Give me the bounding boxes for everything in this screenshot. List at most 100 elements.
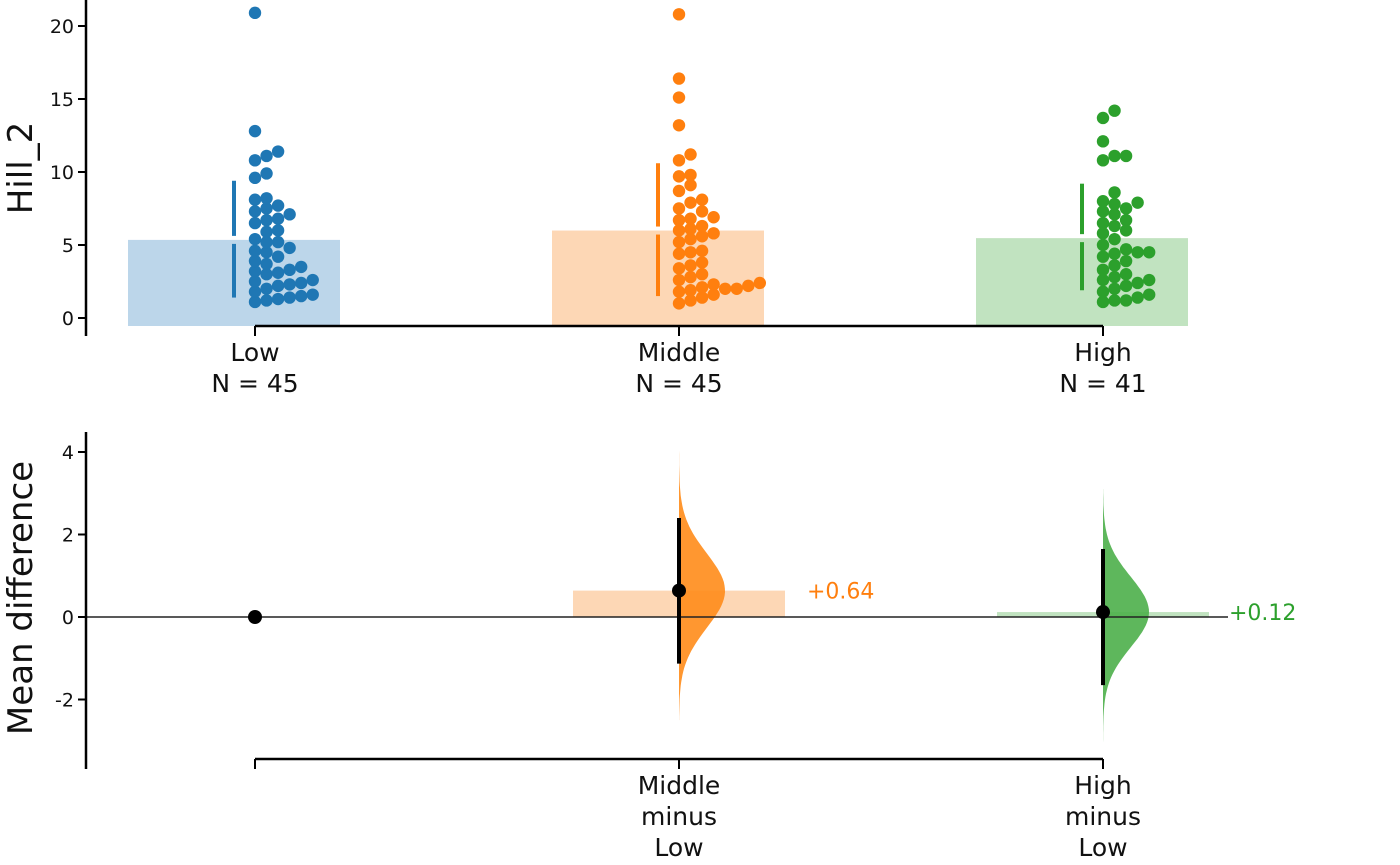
data-point-low	[271, 266, 285, 279]
data-point-low	[248, 124, 262, 138]
data-point-high	[1096, 111, 1110, 125]
data-point-high	[1131, 291, 1144, 304]
data-point-low	[248, 232, 262, 246]
data-point-low	[248, 193, 262, 206]
data-point-high	[1108, 197, 1121, 211]
data-point-low	[294, 276, 308, 290]
data-point-low	[294, 289, 308, 303]
data-point-high	[1096, 238, 1110, 252]
data-point-high	[1108, 259, 1121, 272]
data-point-high	[1096, 273, 1110, 287]
data-point-low	[260, 246, 273, 259]
data-point-low	[248, 265, 262, 278]
data-point-middle	[672, 72, 686, 85]
data-point-low	[306, 273, 319, 287]
data-point-middle	[707, 278, 720, 291]
data-point-high	[1119, 243, 1133, 256]
data-point-low	[248, 6, 262, 20]
data-point-middle	[672, 285, 686, 298]
data-point-middle	[695, 193, 709, 206]
data-point-middle	[684, 284, 697, 297]
data-point-middle	[684, 196, 697, 209]
data-point-low	[260, 202, 273, 215]
data-point-low	[260, 192, 273, 205]
data-point-low	[283, 263, 296, 277]
data-point-low	[248, 154, 262, 167]
data-point-low	[271, 224, 285, 237]
y-tick-label: 15	[50, 89, 74, 111]
bottom-y-axis: -2 0 2 4	[55, 432, 88, 769]
y-tick-label: 0	[62, 607, 74, 629]
comparison-label-line: Low	[654, 833, 703, 862]
comparison-label-line: minus	[1065, 802, 1141, 831]
data-point-middle	[684, 168, 697, 182]
comparison-label-line: Low	[1078, 833, 1127, 862]
data-point-middle	[707, 211, 720, 224]
data-point-low	[306, 288, 319, 301]
data-point-high	[1119, 149, 1133, 163]
data-point-high	[1108, 219, 1121, 233]
data-point-high	[1119, 213, 1133, 227]
data-point-low	[248, 285, 262, 298]
data-point-low	[248, 275, 262, 288]
data-point-middle	[695, 268, 709, 281]
data-point-low	[260, 213, 273, 227]
data-point-high	[1096, 195, 1110, 208]
effect-point-middle-minus-low	[672, 583, 686, 598]
data-point-high	[1142, 273, 1156, 287]
data-point-high	[1131, 246, 1144, 259]
data-point-low	[271, 145, 285, 158]
data-point-low	[283, 278, 296, 291]
data-point-low	[260, 149, 273, 163]
data-point-low	[271, 199, 285, 212]
effect-size-label-high-minus-low: +0.12	[1229, 601, 1296, 626]
data-point-high	[1119, 294, 1133, 307]
data-point-high	[1108, 282, 1121, 295]
data-point-low	[283, 291, 296, 304]
data-point-low	[248, 205, 262, 218]
reference-point-low	[248, 610, 262, 624]
data-point-middle	[707, 288, 720, 301]
data-point-middle	[672, 224, 686, 237]
data-point-low	[248, 171, 262, 185]
data-point-middle	[672, 262, 686, 275]
effect-point-high-minus-low	[1096, 605, 1110, 620]
data-point-high	[1096, 154, 1110, 167]
data-point-high	[1119, 279, 1133, 293]
bottom-y-axis-title: Mean difference	[1, 461, 41, 735]
data-point-middle	[672, 184, 686, 198]
data-point-middle	[672, 119, 686, 132]
data-point-high	[1096, 263, 1110, 277]
data-point-middle	[684, 148, 697, 161]
data-point-middle	[672, 297, 686, 310]
data-point-low	[271, 212, 285, 225]
data-point-high	[1108, 247, 1121, 260]
data-point-low	[271, 292, 285, 306]
data-point-middle	[695, 205, 709, 218]
y-tick-label: -2	[55, 690, 74, 712]
data-point-middle	[672, 170, 686, 183]
data-point-middle	[672, 213, 686, 227]
top-y-axis-title: Hill_2	[1, 122, 41, 215]
bootstrap-distribution-high-minus-low	[1103, 489, 1149, 749]
data-point-middle	[672, 235, 686, 249]
data-point-low	[248, 216, 262, 230]
data-point-low	[271, 250, 285, 263]
data-point-middle	[684, 222, 697, 236]
y-tick-label: 2	[62, 525, 74, 547]
data-point-high	[1108, 270, 1121, 284]
comparison-label-line: High	[1074, 771, 1131, 800]
data-point-low	[260, 225, 273, 239]
data-point-middle	[695, 219, 709, 233]
y-tick-label: 10	[50, 162, 74, 184]
data-point-middle	[718, 282, 732, 295]
data-point-high	[1108, 294, 1121, 307]
data-point-middle	[742, 279, 755, 293]
group-n-label-low: N = 45	[211, 369, 298, 398]
data-point-low	[260, 235, 273, 249]
comparison-label-line: Middle	[638, 771, 721, 800]
